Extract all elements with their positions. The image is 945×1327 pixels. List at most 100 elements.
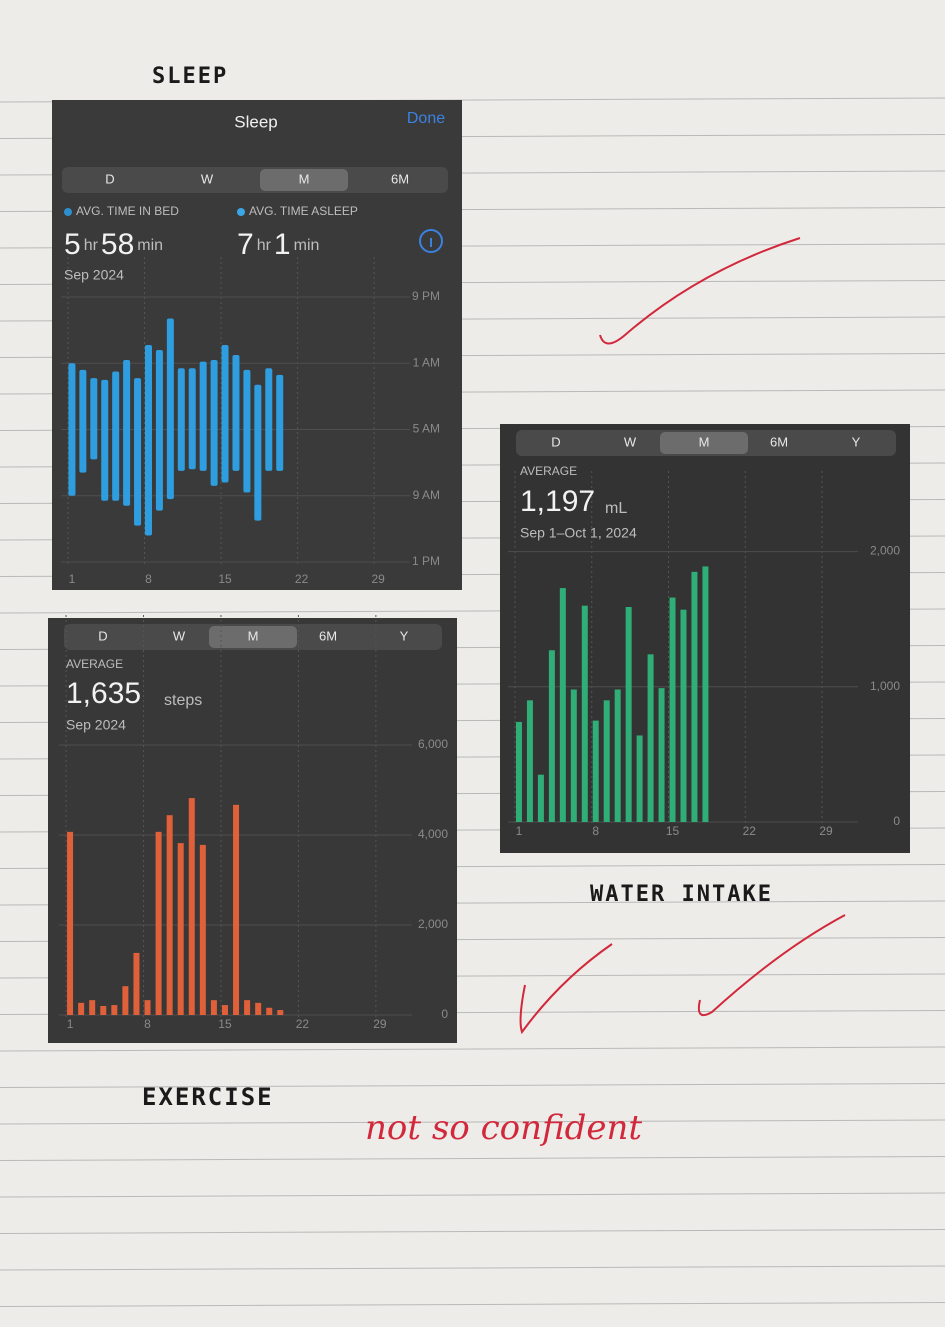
sleep-bar: [123, 359, 131, 506]
bar: [244, 1000, 251, 1015]
summary-value: 1,635: [66, 677, 141, 710]
sleep-bar: [232, 354, 240, 471]
legend-label: AVG. TIME ASLEEP: [249, 204, 358, 218]
tab-label[interactable]: M: [248, 628, 259, 643]
tab-label[interactable]: 6M: [391, 171, 409, 186]
tab-label[interactable]: W: [173, 628, 186, 643]
done-button[interactable]: Done: [407, 110, 445, 127]
sleep-bar: [144, 345, 152, 536]
bar: [111, 1005, 118, 1015]
bar: [221, 1005, 228, 1015]
checkmark: [519, 943, 613, 1035]
sleep-bar: [90, 378, 98, 460]
period-label: Sep 2024: [64, 267, 124, 283]
bar: [188, 798, 195, 1015]
x-tick-label: 8: [144, 1017, 151, 1031]
sleep-bar: [254, 384, 262, 521]
sleep-bar: [166, 318, 174, 500]
period-label: Sep 2024: [66, 717, 126, 733]
bar: [122, 986, 129, 1015]
sleep-bar: [79, 369, 87, 473]
note-exercise: EXERCISE: [142, 1083, 274, 1111]
x-tick-label: 15: [666, 824, 680, 838]
value-number: 5: [64, 228, 81, 261]
sleep-bar: [199, 361, 207, 471]
value-number: 7: [237, 228, 254, 261]
y-tick-label: 1 AM: [413, 355, 440, 369]
selected-tab: [209, 626, 297, 648]
sleep-bar: [188, 368, 196, 470]
bar: [680, 609, 687, 822]
ruled-line: [0, 1156, 945, 1161]
bar: [199, 844, 206, 1015]
tab-label[interactable]: M: [299, 171, 310, 186]
ruled-line: [0, 1046, 945, 1052]
sleep-bar: [210, 359, 218, 486]
bar: [133, 952, 140, 1015]
value-unit: hr: [257, 237, 272, 254]
y-tick-label: 9 AM: [413, 488, 440, 502]
y-tick-label: 2,000: [418, 917, 448, 931]
bar: [515, 721, 522, 822]
chart-panel: D W M 6M Y 1 8 15 22 29 0 2,000 4,000 6,000 AVERAGE 1,6…: [48, 615, 457, 1043]
sleep-bar: [101, 379, 109, 501]
tab-label[interactable]: W: [624, 434, 637, 449]
bar: [144, 1000, 151, 1015]
summary-label: AVERAGE: [66, 657, 123, 671]
legend-dot: [237, 208, 245, 216]
ruled-line: [0, 1083, 945, 1088]
y-tick-label: 0: [441, 1007, 448, 1021]
bar: [581, 605, 588, 822]
x-tick-label: 29: [819, 824, 833, 838]
panel-background: [48, 618, 457, 1043]
tab-label[interactable]: Y: [400, 628, 409, 643]
y-tick-label: 1 PM: [412, 554, 440, 568]
bar: [691, 571, 698, 822]
tab-label[interactable]: D: [98, 628, 107, 643]
value-unit: hr: [84, 237, 99, 254]
sleep-bar: [276, 374, 284, 471]
value-unit: min: [137, 237, 163, 254]
selected-tab: [260, 169, 348, 191]
bar: [669, 597, 676, 822]
period-label: Sep 1–Oct 1, 2024: [520, 525, 637, 541]
tab-label[interactable]: D: [105, 171, 114, 186]
bar: [625, 607, 632, 822]
bar: [233, 804, 240, 1015]
tab-label[interactable]: Y: [852, 434, 861, 449]
bar: [155, 831, 162, 1015]
segmented-control: [62, 167, 448, 193]
summary-unit: mL: [605, 500, 627, 517]
bar: [526, 700, 533, 822]
tab-label[interactable]: W: [201, 171, 214, 186]
info-icon[interactable]: [419, 229, 443, 253]
summary-label: AVERAGE: [520, 464, 577, 478]
bar: [166, 815, 173, 1015]
legend-label: AVG. TIME IN BED: [76, 204, 179, 218]
y-tick-label: 4,000: [418, 827, 448, 841]
value-unit: min: [294, 237, 320, 254]
bar: [548, 650, 555, 822]
bar: [614, 689, 621, 822]
bar: [255, 1002, 262, 1015]
sleep-bar: [134, 378, 142, 526]
note-sleep: SLEEP: [152, 64, 228, 89]
x-tick-label: 1: [69, 572, 76, 586]
bar: [100, 1006, 107, 1015]
tab-label[interactable]: 6M: [770, 434, 788, 449]
tab-label[interactable]: M: [699, 434, 710, 449]
legend-dot: [64, 208, 72, 216]
y-tick-label: 6,000: [418, 737, 448, 751]
sleep-bar: [155, 350, 163, 511]
tab-label[interactable]: 6M: [319, 628, 337, 643]
x-tick-label: 29: [371, 572, 385, 586]
bar: [636, 735, 643, 822]
sleep-bar: [68, 363, 76, 496]
legend-value: 7 hr 1 min: [237, 228, 319, 261]
tab-label[interactable]: D: [551, 434, 560, 449]
ruled-line: [0, 1229, 945, 1234]
